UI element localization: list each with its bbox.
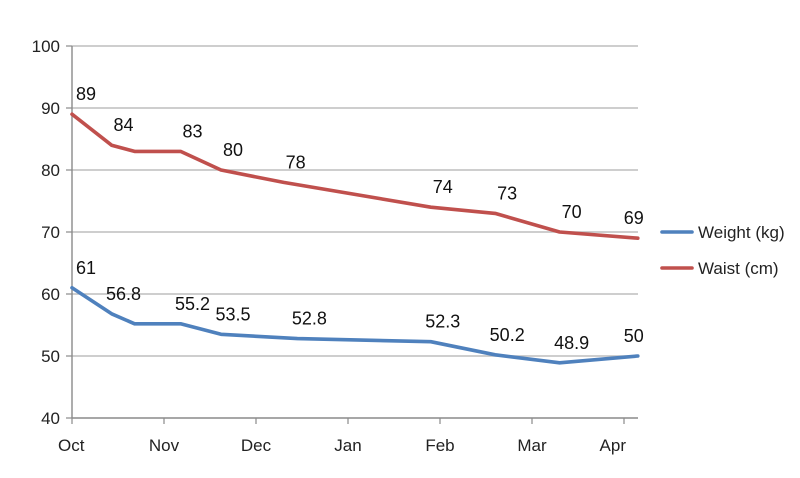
data-label: 84 [114,115,134,135]
data-label: 61 [76,258,96,278]
x-tick-label: Oct [58,436,85,455]
legend-label-weight: Weight (kg) [698,223,785,242]
y-tick-label: 70 [41,223,60,242]
data-label: 69 [624,208,644,228]
data-label: 80 [223,140,243,160]
series-lines [70,112,640,365]
y-tick-label: 60 [41,285,60,304]
data-label: 73 [497,183,517,203]
data-label: 56.8 [106,284,141,304]
y-tick-label: 100 [32,37,60,56]
data-label: 70 [562,202,582,222]
x-tick-label: Nov [149,436,180,455]
y-tick-label: 50 [41,347,60,366]
x-tick-label: Dec [241,436,272,455]
data-label: 53.5 [216,304,251,324]
series-line-waist [70,112,640,240]
data-label: 74 [433,177,453,197]
x-tick-label: Apr [600,436,627,455]
data-label: 50.2 [490,325,525,345]
data-labels: 61 56.8 55.2 53.5 52.8 52.3 50.2 48.9 50 89 84 83 80… [76,84,644,353]
legend: Weight (kg) Waist (cm) [660,223,785,278]
y-tick-label: 80 [41,161,60,180]
data-label: 52.3 [425,312,460,332]
axes: 40 50 60 70 80 90 100 Oct Nov Dec Jan Feb Mar Apr [32,37,638,455]
y-tick-label: 90 [41,99,60,118]
y-tick-label: 40 [41,409,60,428]
legend-label-waist: Waist (cm) [698,259,779,278]
data-label: 50 [624,326,644,346]
x-tick-label: Feb [425,436,454,455]
data-label: 52.8 [292,309,327,329]
data-label: 78 [286,152,306,172]
data-label: 55.2 [175,294,210,314]
data-label: 83 [183,121,203,141]
x-tick-label: Jan [334,436,361,455]
data-label: 48.9 [554,333,589,353]
x-tick-label: Mar [517,436,547,455]
series-line-weight [70,286,640,365]
gridlines [72,45,638,357]
data-label: 89 [76,84,96,104]
